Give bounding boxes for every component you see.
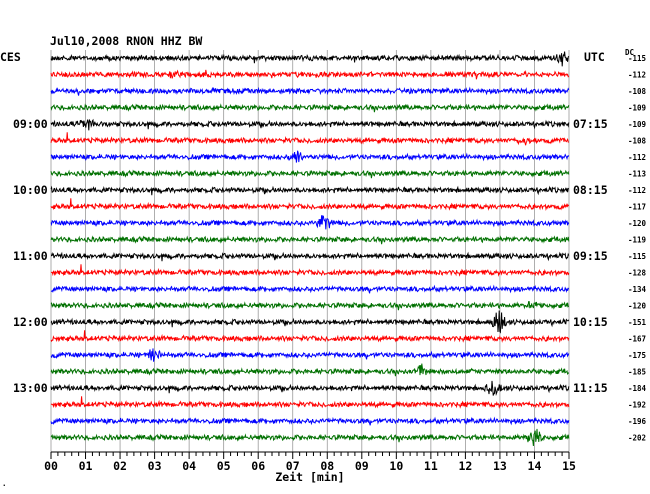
trace-12 <box>50 235 570 245</box>
x-tick-label: 05 <box>217 459 231 473</box>
trace-group <box>50 51 570 447</box>
x-tick-label: 09 <box>355 459 369 473</box>
x-tick-label: 06 <box>251 459 265 473</box>
dc-offset-label: -151 <box>628 318 647 327</box>
left-timezone-label: CES <box>0 50 21 64</box>
corner-mark: . <box>2 479 7 488</box>
dc-offset-label: -115 <box>628 54 646 63</box>
dc-offset-label: -109 <box>628 120 647 129</box>
dc-offset-label: -184 <box>628 384 647 393</box>
trace-24 <box>50 428 570 447</box>
trace-19 <box>50 348 570 362</box>
dc-offset-labels: -115 -112 -108 -109 -109 -108 -112 -113 -112 -117… <box>628 54 647 443</box>
dc-offset-label: -113 <box>628 170 647 179</box>
x-tick-label: 12 <box>458 459 472 473</box>
trace-2 <box>50 69 570 80</box>
time-axis: 00 01 02 03 04 05 06 07 08 09 10 11 12 13 14 15 <box>44 451 576 473</box>
dc-offset-label: -175 <box>628 351 646 360</box>
trace-7 <box>50 150 570 163</box>
trace-9 <box>50 185 569 196</box>
right-time-label: 10:15 <box>573 315 608 329</box>
x-tick-label: 08 <box>320 459 334 473</box>
trace-4 <box>50 103 570 113</box>
dc-offset-label: -120 <box>628 219 647 228</box>
left-time-labels: 09:00 10:00 11:00 12:00 13:00 <box>13 117 48 395</box>
trace-5 <box>50 118 570 131</box>
dc-label: DC <box>625 48 634 57</box>
trace-6 <box>50 132 569 146</box>
right-time-labels: 07:15 08:15 09:15 10:15 11:15 <box>573 117 608 395</box>
dc-offset-label: -112 <box>628 71 646 80</box>
dc-offset-label: -185 <box>628 368 646 377</box>
trace-22 <box>50 396 570 409</box>
left-time-label: 10:00 <box>13 183 48 197</box>
x-tick-label: 01 <box>79 459 93 473</box>
dc-offset-label: -115 <box>628 252 646 261</box>
trace-13 <box>50 251 570 262</box>
dc-offset-label: -112 <box>628 153 646 162</box>
left-time-label: 09:00 <box>13 117 48 131</box>
x-tick-label: 03 <box>148 459 162 473</box>
dc-offset-label: -134 <box>628 285 647 294</box>
x-tick-label: 07 <box>286 459 300 473</box>
dc-offset-label: -192 <box>628 401 646 410</box>
trace-20 <box>50 363 570 377</box>
trace-21 <box>50 380 570 396</box>
right-time-label: 07:15 <box>573 117 608 131</box>
dc-offset-label: -112 <box>628 186 646 195</box>
left-time-label: 12:00 <box>13 315 48 329</box>
dc-offset-label: -119 <box>628 236 647 245</box>
trace-16 <box>50 301 570 311</box>
dc-offset-label: -108 <box>628 137 647 146</box>
trace-8 <box>50 169 570 179</box>
trace-23 <box>50 416 570 426</box>
x-tick-label: 13 <box>493 459 507 473</box>
dc-offset-label: -108 <box>628 87 647 96</box>
dc-offset-label: -167 <box>628 335 646 344</box>
dc-offset-label: -117 <box>628 203 646 212</box>
x-tick-label: 00 <box>44 459 58 473</box>
right-time-label: 11:15 <box>573 381 608 395</box>
left-time-label: 13:00 <box>13 381 48 395</box>
trace-14 <box>50 264 570 277</box>
dc-offset-label: -202 <box>628 434 646 443</box>
dc-offset-label: -109 <box>628 104 647 113</box>
trace-15 <box>50 284 570 294</box>
x-tick-label: 02 <box>113 459 127 473</box>
x-tick-label: 11 <box>424 459 438 473</box>
trace-10 <box>50 198 570 211</box>
trace-11 <box>50 215 570 230</box>
right-time-label: 09:15 <box>573 249 608 263</box>
trace-1 <box>50 51 570 67</box>
right-time-label: 08:15 <box>573 183 608 197</box>
right-timezone-label: UTC <box>584 50 605 64</box>
dc-offset-label: -120 <box>628 302 647 311</box>
x-axis-label: Zeit [min] <box>275 470 344 484</box>
x-tick-label: 10 <box>389 459 403 473</box>
x-tick-label: 14 <box>528 459 542 473</box>
trace-17 <box>50 310 570 334</box>
chart-title: Jul10,2008 RNON HHZ BW <box>50 34 202 48</box>
trace-18 <box>50 330 570 343</box>
minute-grid <box>50 50 570 452</box>
dc-offset-label: -196 <box>628 417 647 426</box>
left-time-label: 11:00 <box>13 249 48 263</box>
dc-offset-label: -128 <box>628 269 647 278</box>
trace-3 <box>50 86 570 96</box>
x-tick-label: 04 <box>182 459 196 473</box>
x-tick-label: 15 <box>562 459 576 473</box>
